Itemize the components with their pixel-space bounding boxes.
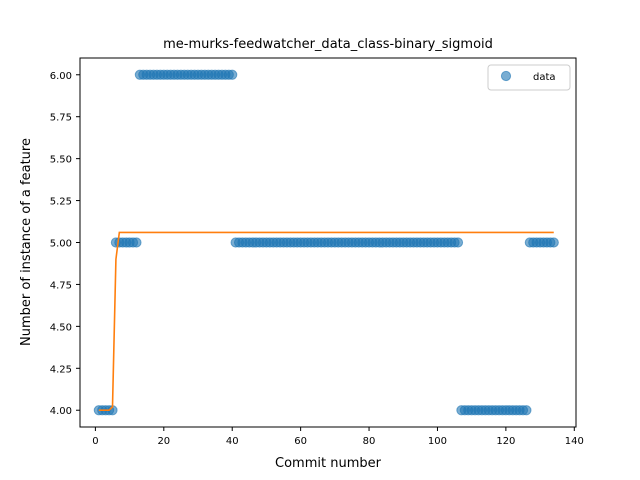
x-tick-label: 40 — [226, 436, 239, 447]
y-axis-label: Number of instance of a feature — [19, 138, 34, 346]
fit-line — [98, 231, 554, 412]
chart-title: me-murks-feedwatcher_data_class-binary_s… — [163, 37, 493, 52]
x-tick-label: 140 — [565, 436, 584, 447]
legend-label-data: data — [533, 72, 556, 83]
x-axis: 0 20 40 60 80 100 120 140 — [92, 427, 584, 447]
legend-marker-data — [500, 70, 512, 82]
x-tick-label: 60 — [294, 436, 307, 447]
legend-box — [487, 64, 571, 91]
y-tick-label: 5.25 — [50, 197, 72, 208]
y-tick-label: 4.25 — [50, 364, 72, 375]
x-tick-label: 20 — [157, 436, 170, 447]
y-tick-label: 6.00 — [50, 71, 72, 82]
y-tick-label: 5.50 — [50, 155, 72, 166]
x-axis-label: Commit number — [275, 456, 382, 471]
y-tick-label: 5.75 — [50, 113, 72, 124]
x-tick-label: 0 — [92, 436, 98, 447]
data-point — [227, 69, 238, 80]
data-point — [548, 237, 559, 248]
x-tick-label: 120 — [496, 436, 515, 447]
plot-marks — [93, 69, 559, 416]
y-axis: 4.00 4.25 4.50 4.75 5.00 5.25 5.50 5.75 6.00 — [50, 71, 80, 417]
data-point — [131, 237, 142, 248]
data-point — [521, 405, 532, 416]
legend: data — [487, 64, 571, 91]
x-tick-label: 100 — [428, 436, 447, 447]
y-tick-label: 4.00 — [50, 406, 72, 417]
y-tick-label: 4.75 — [50, 280, 72, 291]
y-tick-label: 5.00 — [50, 239, 72, 250]
data-point — [452, 237, 464, 248]
y-tick-label: 4.50 — [50, 322, 72, 333]
x-tick-label: 80 — [363, 436, 376, 447]
